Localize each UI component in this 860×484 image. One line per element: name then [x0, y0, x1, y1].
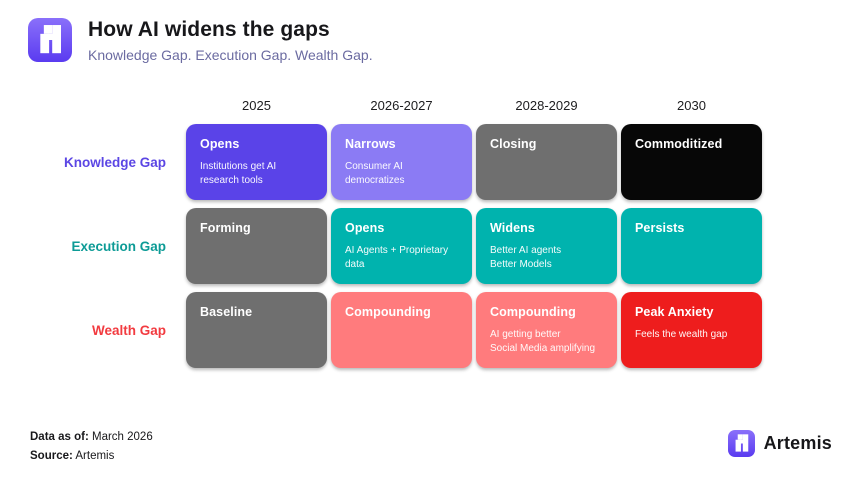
cell-title: Closing	[490, 137, 537, 151]
source-label: Source:	[30, 450, 73, 462]
column-header-2030: 2030	[677, 97, 706, 113]
row-label-knowledge-gap: Knowledge Gap	[63, 154, 166, 170]
column-header-2028-2029: 2028-2029	[515, 97, 578, 113]
cell-title: Forming	[200, 221, 251, 235]
header-text: How AI widens the gaps Knowledge Gap. Ex…	[88, 18, 373, 63]
cell-title: Narrows	[345, 137, 396, 151]
matrix-cell: Opens Institutions get AI research tools	[186, 124, 327, 200]
artemis-logo-small-icon	[727, 430, 755, 457]
cell-title: Baseline	[200, 305, 253, 319]
matrix-corner	[28, 94, 182, 116]
matrix-cell: Baseline	[186, 292, 327, 368]
cell-subtitle: Consumer AI democratizes	[345, 161, 405, 186]
cell-title: Widens	[490, 221, 535, 235]
matrix-cell: Commoditized	[621, 124, 762, 200]
row-label-execution-gap: Execution Gap	[71, 238, 166, 254]
column-header-2025: 2025	[242, 97, 271, 113]
column-header-2026-2027: 2026-2027	[370, 97, 433, 113]
cell-title: Commoditized	[635, 137, 723, 151]
brand-lockup: Artemis	[727, 430, 832, 457]
cell-title: Compounding	[490, 305, 576, 319]
data-as-of-value: March 2026	[88, 431, 153, 443]
data-as-of-label: Data as of:	[30, 431, 89, 443]
cell-title: Opens	[345, 221, 385, 235]
matrix-cell: Persists	[621, 208, 762, 284]
page-subtitle: Knowledge Gap. Execution Gap. Wealth Gap…	[88, 47, 373, 63]
cell-title: Compounding	[345, 305, 431, 319]
cell-subtitle: AI Agents + Proprietary data	[345, 245, 449, 270]
matrix-cell: Closing	[476, 124, 617, 200]
source-line: Source: Artemis	[30, 447, 153, 466]
matrix-cell: Opens AI Agents + Proprietary data	[331, 208, 472, 284]
brand-name: Artemis	[763, 433, 832, 453]
row-label-wealth-gap: Wealth Gap	[91, 322, 166, 338]
footer-meta: Data as of: March 2026 Source: Artemis	[30, 428, 153, 466]
matrix-cell: Peak Anxiety Feels the wealth gap	[621, 292, 762, 368]
cell-title: Opens	[200, 137, 240, 151]
page-title: How AI widens the gaps	[88, 18, 330, 41]
cell-title: Persists	[635, 221, 685, 235]
data-as-of-line: Data as of: March 2026	[30, 428, 153, 447]
cell-subtitle: AI getting better Social Media amplifyin…	[490, 329, 596, 354]
source-value: Artemis	[72, 450, 115, 462]
cell-subtitle: Better AI agents Better Models	[490, 245, 562, 270]
cell-subtitle: Feels the wealth gap	[635, 329, 728, 340]
matrix-cell: Narrows Consumer AI democratizes	[331, 124, 472, 200]
header: How AI widens the gaps Knowledge Gap. Ex…	[28, 18, 373, 63]
matrix-cell: Compounding	[331, 292, 472, 368]
artemis-logo-icon	[28, 18, 72, 62]
gap-matrix: 2025 2026-2027 2028-2029 2030 Knowledge Gap O…	[28, 94, 762, 368]
cell-subtitle: Institutions get AI research tools	[200, 161, 277, 186]
cell-title: Peak Anxiety	[635, 305, 714, 319]
matrix-cell: Forming	[186, 208, 327, 284]
matrix-cell: Widens Better AI agents Better Models	[476, 208, 617, 284]
matrix-cell: Compounding AI getting better Social Medi…	[476, 292, 617, 368]
